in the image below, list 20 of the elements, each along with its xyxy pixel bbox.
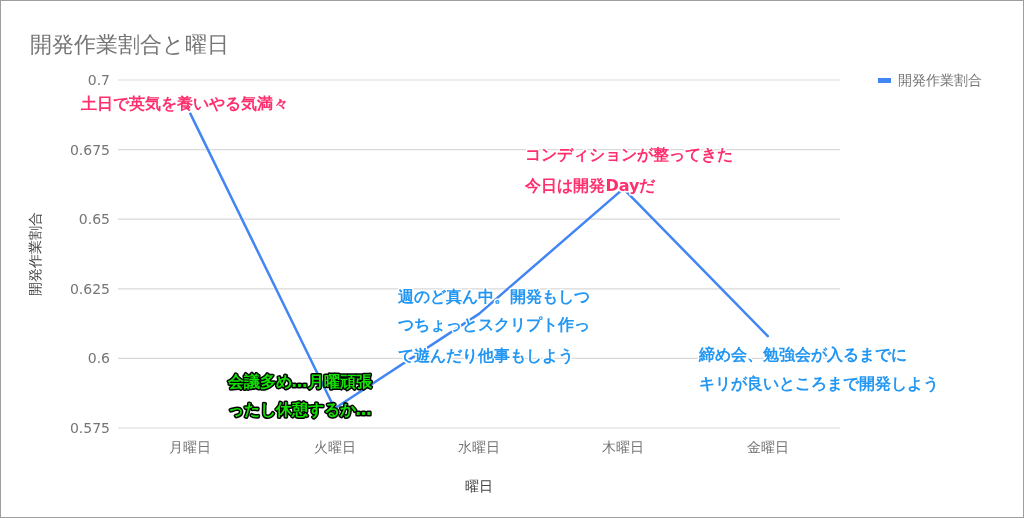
x-tick-label: 木曜日 xyxy=(602,439,645,455)
legend-label: 開発作業割合 xyxy=(898,72,982,88)
x-tick-label: 火曜日 xyxy=(313,439,356,455)
y-tick-label: 0.675 xyxy=(69,141,110,158)
y-tick-label: 0.575 xyxy=(69,420,110,436)
x-axis-title: 曜日 xyxy=(465,478,493,494)
x-tick-label: 金曜日 xyxy=(746,439,789,455)
y-tick-label: 0.65 xyxy=(78,211,110,228)
chart-title: 開発作業割合と曜日 xyxy=(30,32,229,57)
y-tick-label: 0.7 xyxy=(87,72,110,88)
y-axis-title: 開発作業割合 xyxy=(27,212,43,296)
annotation: 土日で英気を養いやる気満々 xyxy=(81,94,290,114)
annotation: 週のど真ん中。開発もしつつちょっとスクリプト作って遊んだり他事もしよう xyxy=(398,286,590,365)
annotation: 締め会、勉強会が入るまでにキリが良いところまで開発しよう xyxy=(698,345,939,394)
x-tick-label: 月曜日 xyxy=(169,439,212,455)
y-tick-label: 0.625 xyxy=(69,280,110,297)
annotation: コンディションが整ってきた今日は開発Dayだ xyxy=(525,144,734,195)
y-tick-label: 0.6 xyxy=(87,350,111,367)
x-tick-label: 水曜日 xyxy=(458,439,500,455)
legend: 開発作業割合 xyxy=(878,72,982,88)
